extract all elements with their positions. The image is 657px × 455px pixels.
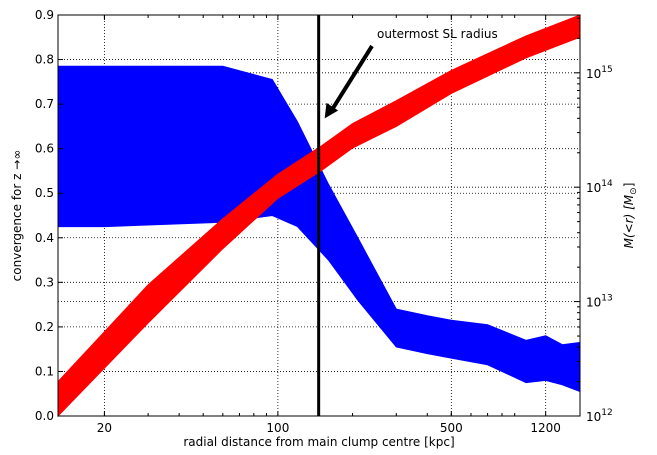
y-left-axis-label: convergence for z →∞: [10, 150, 24, 282]
y-left-tick-label: 0.8: [35, 53, 54, 67]
y-right-tick-label: 1013: [586, 294, 613, 310]
annotation-arrow-shaft: [327, 44, 374, 115]
x-tick-label: 100: [266, 421, 289, 435]
y-left-tick-label: 0.6: [35, 142, 54, 156]
y-left-tick-label: 0.5: [35, 186, 54, 200]
y-left-tick-label: 0.7: [35, 97, 54, 111]
y-left-tick-label: 0.4: [35, 231, 54, 245]
axis-labels: radial distance from main clump centre […: [10, 150, 639, 449]
x-tick-label: 20: [97, 421, 112, 435]
annotation-group: outermost SL radius: [324, 27, 498, 119]
annotation-arrow-head: [324, 102, 339, 119]
y-right-axis-label: M(<r) [M⊙]: [622, 183, 639, 249]
y-left-tick-label: 0.0: [35, 409, 54, 423]
y-left-tick-label: 0.2: [35, 320, 54, 334]
ticks: 20 100 500 1200 0.0 0.1 0.2 0.3 0.4 0.5 0.6 0.7 0.8 0…: [35, 8, 613, 435]
y-left-tick-label: 0.9: [35, 8, 54, 22]
plot-frame: [57, 14, 581, 417]
y-right-tick-label: 1015: [586, 65, 613, 81]
y-left-tick-label: 0.1: [35, 364, 54, 378]
x-axis-label: radial distance from main clump centre […: [183, 435, 454, 449]
x-tick-label: 500: [440, 421, 463, 435]
y-right-tick-label: 1012: [586, 408, 613, 424]
annotation-text: outermost SL radius: [377, 27, 498, 41]
y-right-tick-label: 1014: [586, 179, 613, 195]
x-tick-label: 1200: [530, 421, 561, 435]
y-left-tick-label: 0.3: [35, 275, 54, 289]
